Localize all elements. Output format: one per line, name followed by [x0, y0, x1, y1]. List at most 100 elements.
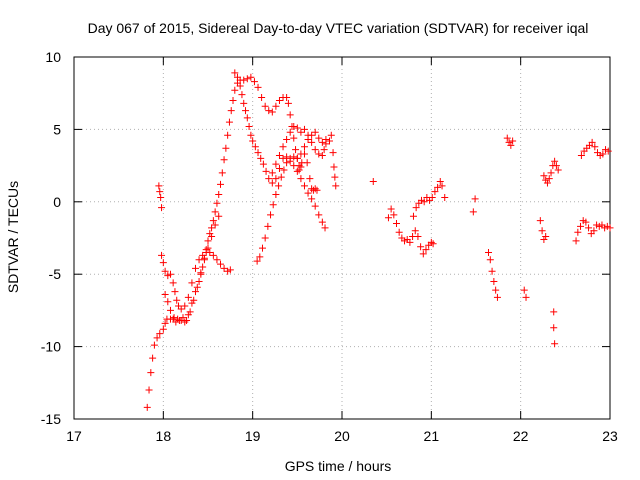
data-point	[240, 99, 248, 107]
x-tick-label: 17	[66, 428, 82, 444]
data-point	[191, 264, 199, 272]
data-point	[577, 151, 585, 159]
data-point	[503, 134, 511, 142]
data-point	[233, 73, 241, 81]
data-point	[173, 296, 181, 304]
y-tick-label: 10	[45, 49, 61, 65]
series-arc-o	[536, 157, 562, 243]
y-tick-label: -5	[49, 266, 62, 282]
data-point	[469, 208, 477, 216]
data-point	[268, 108, 276, 116]
data-point	[209, 217, 217, 225]
data-point	[369, 178, 377, 186]
x-tick-label: 23	[602, 428, 618, 444]
data-point	[419, 250, 427, 258]
data-point	[272, 175, 280, 183]
data-point	[256, 253, 264, 261]
data-point	[166, 270, 174, 278]
series-arc-j	[409, 178, 449, 220]
data-point	[536, 217, 544, 225]
data-point	[295, 166, 303, 174]
data-point	[231, 69, 239, 77]
series-arc-q	[572, 217, 614, 245]
data-point	[507, 141, 515, 149]
data-point	[268, 179, 276, 187]
data-point	[406, 238, 414, 246]
data-point	[505, 138, 513, 146]
data-point	[286, 128, 294, 136]
data-point	[272, 102, 280, 110]
data-point	[149, 354, 157, 362]
data-point	[161, 319, 169, 327]
data-point	[213, 199, 221, 207]
data-point	[577, 222, 585, 230]
series-arc-m	[503, 134, 517, 149]
data-point	[283, 159, 291, 167]
data-point	[300, 143, 308, 151]
data-point	[490, 277, 498, 285]
data-point	[422, 246, 430, 254]
data-point	[220, 156, 228, 164]
data-point	[158, 251, 166, 259]
data-point	[420, 198, 428, 206]
data-point	[206, 248, 214, 256]
data-point	[286, 111, 294, 119]
data-point	[220, 264, 228, 272]
data-point	[175, 317, 183, 325]
data-point	[574, 228, 582, 236]
data-point	[156, 330, 164, 338]
data-point	[193, 283, 201, 291]
data-point	[551, 340, 559, 348]
data-point	[331, 173, 339, 181]
data-point	[215, 212, 223, 220]
x-tick-label: 20	[334, 428, 350, 444]
data-point	[231, 86, 239, 94]
data-point	[606, 224, 614, 232]
data-point	[284, 99, 292, 107]
data-point	[552, 162, 560, 170]
data-point	[315, 211, 323, 219]
data-point	[161, 290, 169, 298]
data-point	[181, 302, 189, 310]
data-point	[313, 186, 321, 194]
tick-labels: 17 18 19 20 21 22 23 -15 -10 -5 0 5 10	[41, 49, 618, 444]
data-point	[184, 293, 192, 301]
data-point	[208, 224, 216, 232]
data-point	[204, 244, 212, 252]
data-point	[177, 305, 185, 313]
data-point	[542, 233, 550, 241]
data-point	[547, 169, 555, 177]
data-point	[485, 248, 493, 256]
data-point	[293, 124, 301, 132]
data-point	[264, 222, 272, 230]
data-point	[226, 266, 234, 274]
data-point	[318, 151, 326, 159]
data-point	[471, 195, 479, 203]
data-point	[217, 260, 225, 268]
data-point	[387, 205, 395, 213]
data-point	[488, 267, 496, 275]
data-point	[213, 256, 221, 264]
data-point	[243, 75, 251, 83]
data-point	[427, 238, 435, 246]
data-point	[311, 146, 319, 154]
data-point	[308, 138, 316, 146]
data-point	[311, 202, 319, 210]
data-point	[253, 257, 261, 265]
data-point	[259, 160, 267, 168]
data-point	[311, 185, 319, 193]
data-point	[250, 78, 258, 86]
y-tick-label: -15	[41, 411, 61, 427]
data-point	[318, 138, 326, 146]
data-point	[543, 179, 551, 187]
data-point	[550, 324, 558, 332]
data-point	[197, 269, 205, 277]
data-point	[434, 183, 442, 191]
data-point	[321, 224, 329, 232]
data-point	[412, 204, 420, 212]
data-point	[325, 137, 333, 145]
data-point	[229, 96, 237, 104]
data-point	[254, 149, 262, 157]
data-point	[492, 286, 500, 294]
data-point	[200, 256, 208, 264]
